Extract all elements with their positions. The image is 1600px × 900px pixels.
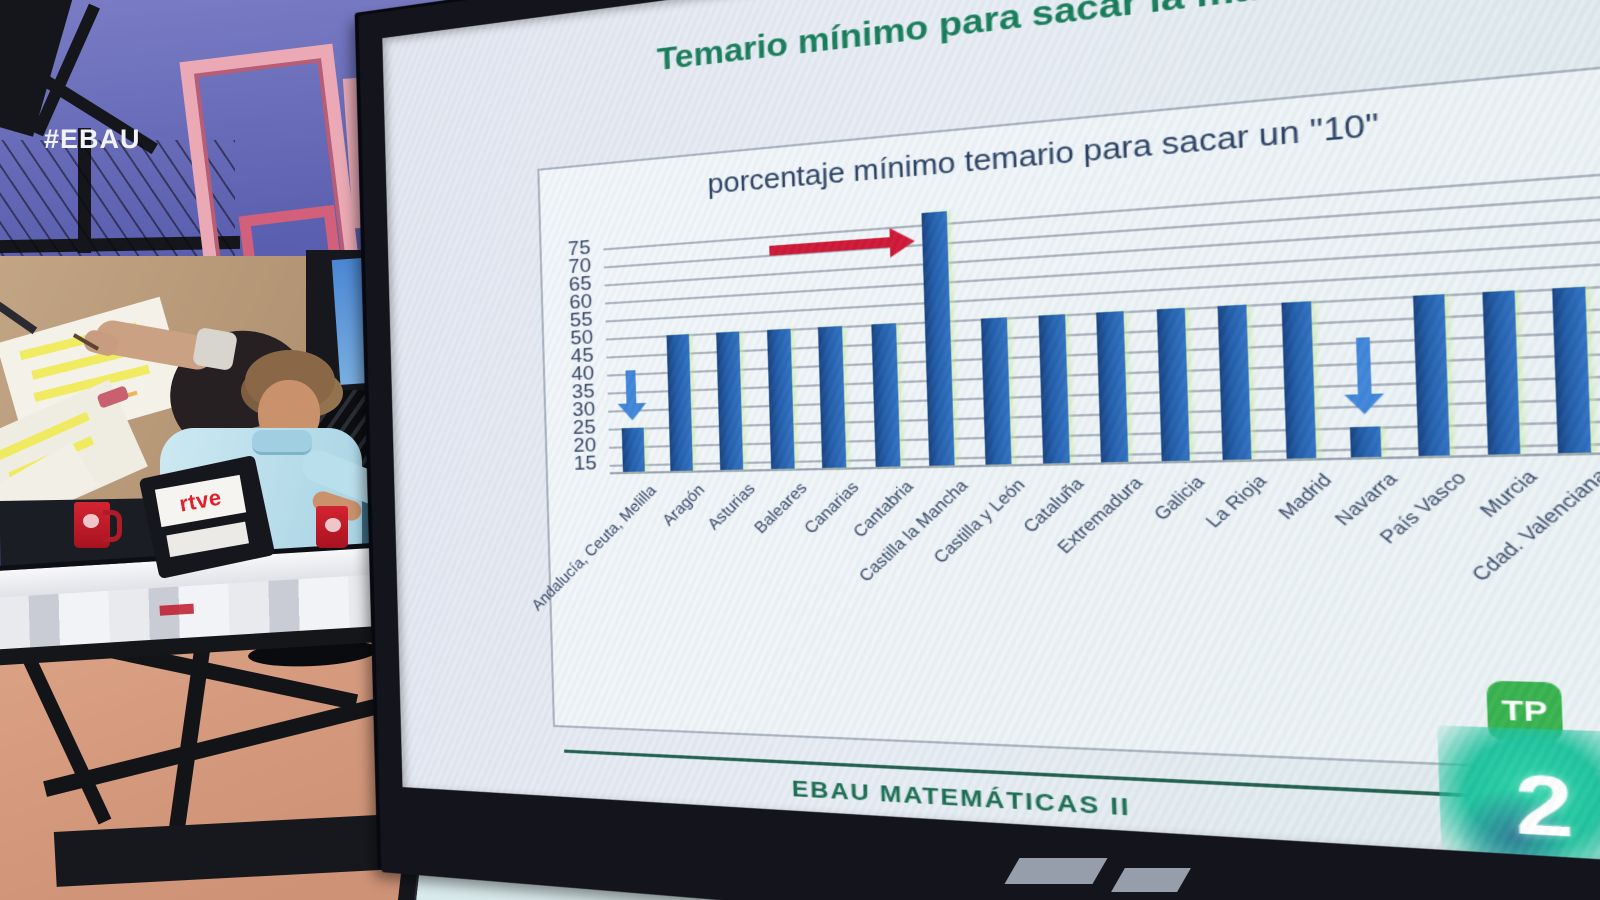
- coffee-mug: [74, 502, 122, 548]
- arrow-shaft: [1355, 336, 1372, 395]
- bar: [1481, 290, 1520, 455]
- bar: [871, 323, 901, 467]
- bar: [621, 427, 645, 472]
- y-tick-label: 75: [567, 236, 591, 261]
- presenter-collar: [252, 430, 312, 455]
- x-category-label: Andalucía, Ceuta, Melilla: [528, 482, 661, 615]
- arrow-shaft: [625, 369, 637, 404]
- bar: [1217, 304, 1252, 460]
- mug-handle: [103, 510, 122, 542]
- rtve-logo: rtve: [154, 474, 247, 528]
- la2-channel-logo: 2: [1437, 725, 1600, 900]
- highlight-arrow-down-icon: [1343, 336, 1386, 415]
- bar: [766, 328, 795, 469]
- highlight-arrow-down-icon: [617, 369, 647, 422]
- gridline: [604, 218, 1600, 287]
- x-axis: Andalucía, Ceuta, Melilla Aragón Asturias B…: [529, 452, 1600, 757]
- mug-logo: [325, 518, 341, 532]
- gridline: [604, 195, 1600, 269]
- bar: [1552, 286, 1592, 454]
- arrow-shaft: [769, 237, 891, 256]
- bezel-reflection: [1111, 868, 1191, 892]
- bar: [716, 331, 744, 470]
- plot-area: [602, 151, 1600, 475]
- bar: [1281, 301, 1317, 459]
- bar: [1096, 311, 1129, 463]
- studio-monitor: Temario mínimo para sacar la máxima cali…: [358, 0, 1600, 900]
- chart-card: porcentaje mínimo temario para sacar un …: [529, 63, 1600, 775]
- hashtag-overlay: #EBAU: [44, 124, 141, 154]
- y-axis: 15 20 25 30 35 40 45 50 55 60 65 70 75: [543, 231, 605, 476]
- bar: [1350, 426, 1383, 458]
- pen-on-desk: [0, 301, 38, 335]
- arrow-head: [1344, 393, 1386, 415]
- bezel-reflection: [1004, 858, 1108, 884]
- bar: [921, 210, 956, 466]
- arrow-head: [617, 403, 647, 422]
- bar: [818, 326, 847, 468]
- student-sleeve: [192, 326, 238, 372]
- arrow-head: [889, 225, 916, 258]
- bar: [1413, 294, 1450, 456]
- chart-main-title: Temario mínimo para sacar la máxima cali…: [555, 0, 1600, 90]
- mug-logo: [83, 514, 99, 528]
- x-category-label: Cdad. Valenciana: [1468, 465, 1600, 586]
- la2-logo-digit: 2: [1513, 757, 1576, 856]
- bar: [666, 334, 694, 471]
- monitor-screen: Temario mínimo para sacar la máxima cali…: [382, 0, 1600, 900]
- bar: [1156, 307, 1190, 462]
- coffee-mug: [316, 506, 348, 548]
- bar: [980, 317, 1012, 465]
- bar: [1037, 314, 1070, 464]
- highlight-arrow-right-icon: [769, 225, 916, 266]
- desk-branding: [159, 603, 194, 616]
- tablet-lower-card: [166, 521, 249, 558]
